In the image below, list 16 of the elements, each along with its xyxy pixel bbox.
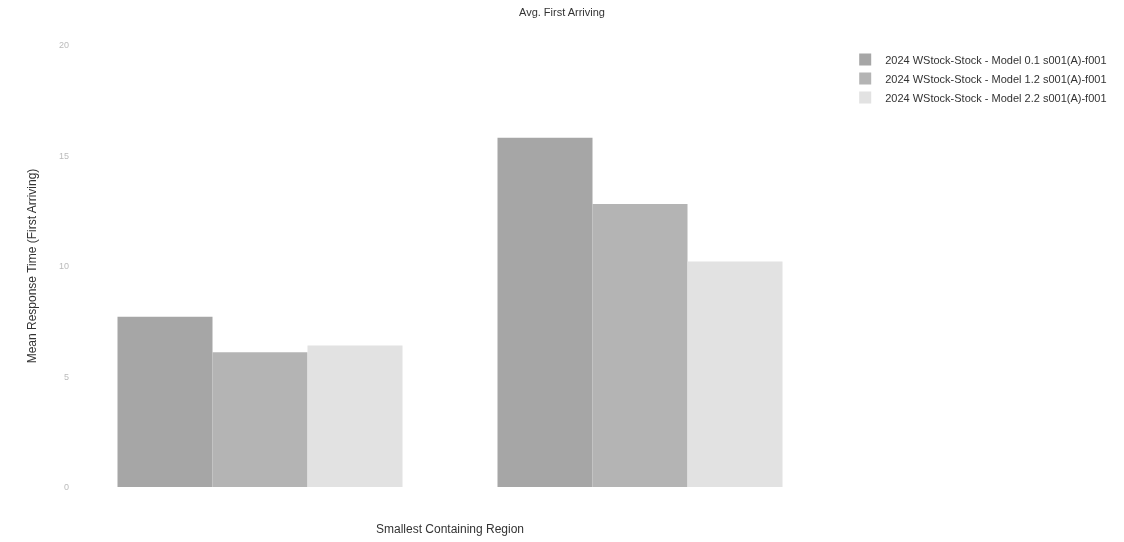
bar [687,261,783,487]
y-tick-label: 10 [58,261,69,272]
legend-label: 2024 WStock-Stock - Model 1.2 s001(A)-f001 [885,72,1107,85]
bar [497,137,593,487]
y-axis-title: Mean Response Time (First Arriving) [25,168,39,364]
legend-label: 2024 WStock-Stock - Model 0.1 s001(A)-f001 [885,53,1107,66]
legend-label: 2024 WStock-Stock - Model 2.2 s001(A)-f001 [885,91,1107,104]
y-tick-label: 20 [58,40,69,51]
y-tick-label: 5 [63,371,69,382]
chart-title: Avg. First Arriving [519,5,605,18]
x-axis-title: Smallest Containing Region [375,522,525,536]
bar [307,345,403,487]
bar [212,352,308,487]
y-tick-label: 15 [58,150,69,161]
bar [592,204,688,487]
bar [117,316,213,487]
